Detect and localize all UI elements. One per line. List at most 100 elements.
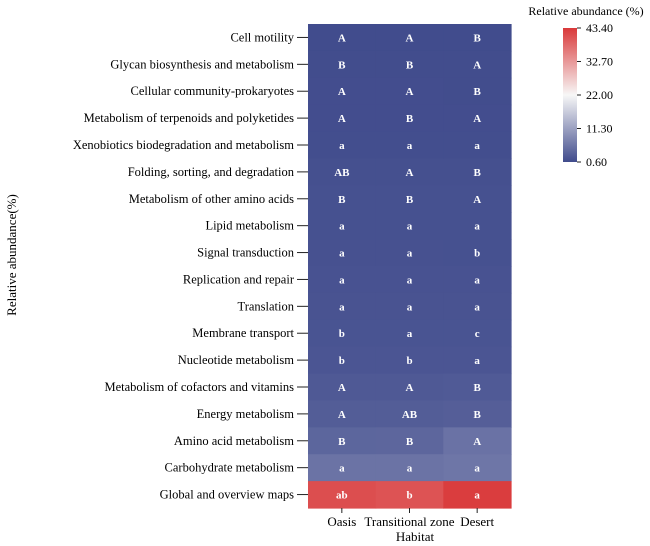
row-label: Cell motility — [230, 30, 294, 44]
cell-letter: A — [406, 86, 414, 98]
heatmap-cell — [443, 24, 512, 52]
cell-letter: ab — [336, 490, 348, 502]
heatmap-cell — [443, 77, 512, 106]
heatmap-cell — [308, 292, 377, 321]
cell-letter: b — [339, 328, 345, 340]
row-label: Cellular community-prokaryotes — [130, 84, 294, 98]
x-axis-title: Habitat — [396, 529, 435, 544]
row-label: Lipid metabolism — [205, 219, 294, 233]
legend-tick-label: 32.70 — [586, 55, 613, 69]
heatmap-cell — [375, 158, 444, 186]
heatmap-cell — [443, 104, 512, 133]
cell-letter: a — [407, 463, 413, 475]
heatmap-cell — [308, 454, 377, 482]
cell-letter: B — [473, 86, 481, 98]
row-label: Membrane transport — [192, 326, 294, 340]
cell-letter: B — [338, 59, 346, 71]
heatmap-cell — [308, 427, 377, 455]
row-label: Amino acid metabolism — [174, 434, 294, 448]
cell-letter: A — [338, 86, 346, 98]
row-label: Metabolism of terpenoids and polyketides — [84, 111, 295, 125]
cell-letter: a — [474, 490, 480, 502]
heatmap-cell — [443, 373, 512, 402]
cell-letter: A — [338, 409, 346, 421]
cell-letter: B — [473, 32, 481, 44]
cell-letter: AB — [334, 167, 350, 179]
heatmap-cell — [375, 24, 444, 52]
heatmap-cell — [443, 131, 512, 160]
heatmap-cell — [443, 481, 512, 509]
heatmap-cell — [375, 266, 444, 294]
cell-letter: a — [407, 301, 413, 313]
row-label: Metabolism of cofactors and vitamins — [104, 380, 294, 394]
heatmap-cell — [375, 104, 444, 133]
column-label: Transitional zone — [364, 514, 454, 529]
legend-tick-label: 43.40 — [586, 21, 613, 35]
cell-letter: A — [338, 382, 346, 394]
cell-letter: a — [474, 463, 480, 475]
heatmap-cell — [443, 346, 512, 375]
heatmap-cell — [375, 212, 444, 240]
cell-letter: A — [473, 59, 481, 71]
cell-letter: A — [338, 113, 346, 125]
legend-title: Relative abundance (%) — [528, 4, 643, 18]
heatmap-cell — [375, 400, 444, 428]
cell-letter: a — [339, 301, 345, 313]
cell-letter: B — [473, 409, 481, 421]
heatmap-cell — [375, 50, 444, 79]
heatmap-cell — [443, 400, 512, 428]
heatmap-cell — [308, 131, 377, 160]
heatmap-cell — [308, 50, 377, 79]
cell-letter: B — [406, 194, 414, 206]
heatmap-cell — [375, 427, 444, 455]
heatmap-cell — [443, 427, 512, 455]
heatmap-cell — [308, 319, 377, 348]
heatmap-cell — [308, 373, 377, 402]
legend-tick-label: 0.60 — [586, 155, 607, 169]
heatmap-cell — [443, 212, 512, 240]
cell-letter: AB — [402, 409, 418, 421]
heatmap-cell — [375, 185, 444, 213]
significance-letters: A A BB B AA A BA B Aa a aAB A BB B Aa a aa a ba a aa a ab a cb b a… — [334, 32, 481, 501]
row-label: Glycan biosynthesis and metabolism — [110, 57, 294, 71]
cell-letter: a — [407, 221, 413, 233]
heatmap-cell — [375, 481, 444, 509]
heatmap-cell — [308, 239, 377, 267]
row-label: Replication and repair — [183, 272, 295, 286]
heatmap-cell — [443, 266, 512, 294]
cell-letter: a — [339, 221, 345, 233]
cell-letter: A — [473, 436, 481, 448]
cell-letter: a — [407, 140, 413, 152]
row-label: Signal transduction — [197, 246, 295, 260]
heatmap-cells — [308, 24, 512, 509]
row-label: Carbohydrate metabolism — [165, 461, 295, 475]
row-label: Translation — [238, 299, 295, 313]
heatmap-cell — [308, 400, 377, 428]
cell-letter: a — [474, 140, 480, 152]
row-label: Energy metabolism — [197, 407, 295, 421]
heatmap-cell — [375, 346, 444, 375]
legend-tick-label: 11.30 — [586, 122, 613, 136]
heatmap-cell — [308, 185, 377, 213]
cell-letter: A — [473, 194, 481, 206]
cell-letter: b — [474, 248, 480, 260]
heatmap-cell — [308, 104, 377, 133]
cell-letter: b — [406, 355, 412, 367]
legend-ticks: 43.40 32.70 22.00 11.30 0.60 — [577, 21, 613, 169]
column-labels: Oasis Transitional zone Desert — [327, 508, 495, 529]
heatmap-cell — [375, 131, 444, 160]
heatmap-cell — [308, 158, 377, 186]
cell-letter: B — [406, 113, 414, 125]
cell-letter: a — [474, 221, 480, 233]
cell-letter: B — [473, 167, 481, 179]
heatmap-cell — [443, 292, 512, 321]
heatmap-cell — [308, 266, 377, 294]
heatmap-cell — [375, 77, 444, 106]
heatmap-cell — [443, 185, 512, 213]
cell-letter: B — [406, 59, 414, 71]
cell-letter: b — [406, 490, 412, 502]
heatmap-cell — [443, 454, 512, 482]
cell-letter: A — [338, 32, 346, 44]
cell-letter: A — [406, 382, 414, 394]
